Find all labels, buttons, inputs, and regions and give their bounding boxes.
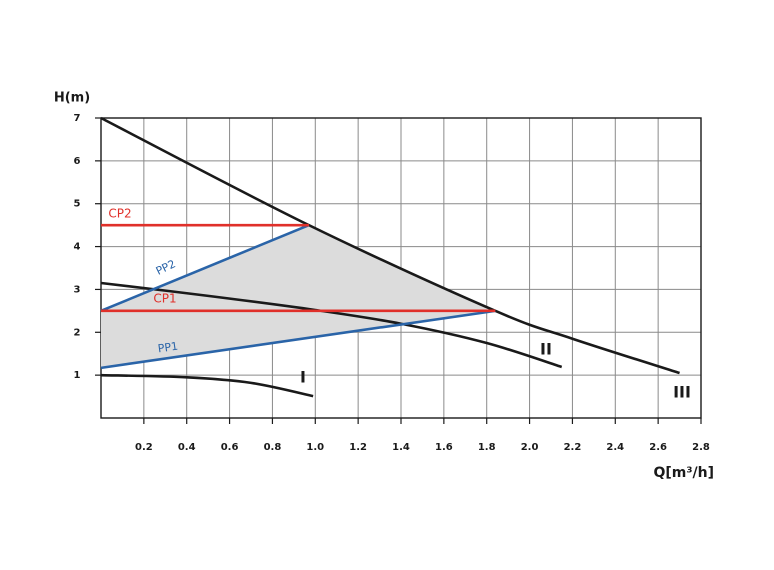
y-tick-label: 4 bbox=[74, 242, 81, 253]
x-axis-label: Q[m³/h] bbox=[654, 465, 715, 481]
x-tick-label: 1.8 bbox=[478, 442, 496, 453]
series-label: CP1 bbox=[153, 292, 176, 306]
x-tick-label: 2.6 bbox=[649, 442, 667, 453]
series-label: III bbox=[673, 383, 691, 402]
x-tick-label: 1.6 bbox=[435, 442, 453, 453]
x-tick-label: 2.8 bbox=[692, 442, 710, 453]
series-label: I bbox=[300, 368, 306, 387]
series-label: CP2 bbox=[108, 207, 131, 221]
plot-frame bbox=[100, 117, 702, 419]
x-tick-label: 2.2 bbox=[564, 442, 582, 453]
x-tick-label: 1.4 bbox=[392, 442, 410, 453]
y-tick-label: 3 bbox=[74, 284, 81, 295]
shaded-area bbox=[101, 225, 496, 368]
series-line bbox=[100, 223, 310, 313]
series-line bbox=[100, 116, 680, 375]
x-tick-label: 0.4 bbox=[178, 442, 196, 453]
y-tick-label: 2 bbox=[74, 327, 81, 338]
x-tick-label: 1.0 bbox=[306, 442, 324, 453]
y-tick-label: 6 bbox=[74, 156, 81, 167]
y-tick-label: 7 bbox=[74, 113, 81, 124]
x-tick-label: 1.2 bbox=[349, 442, 367, 453]
x-tick-label: 0.8 bbox=[264, 442, 282, 453]
series-line bbox=[100, 373, 314, 398]
y-tick-label: 1 bbox=[74, 370, 81, 381]
series-line bbox=[100, 309, 496, 370]
series-label: II bbox=[540, 340, 552, 359]
series-label: PP1 bbox=[157, 340, 179, 356]
series-line bbox=[100, 281, 563, 369]
series-label: PP2 bbox=[154, 257, 178, 278]
y-axis-label: H(m) bbox=[54, 91, 90, 106]
x-tick-label: 0.6 bbox=[221, 442, 239, 453]
x-tick-label: 0.2 bbox=[135, 442, 153, 453]
x-tick-label: 2.0 bbox=[521, 442, 539, 453]
x-tick-label: 2.4 bbox=[606, 442, 624, 453]
y-tick-label: 5 bbox=[74, 199, 81, 210]
